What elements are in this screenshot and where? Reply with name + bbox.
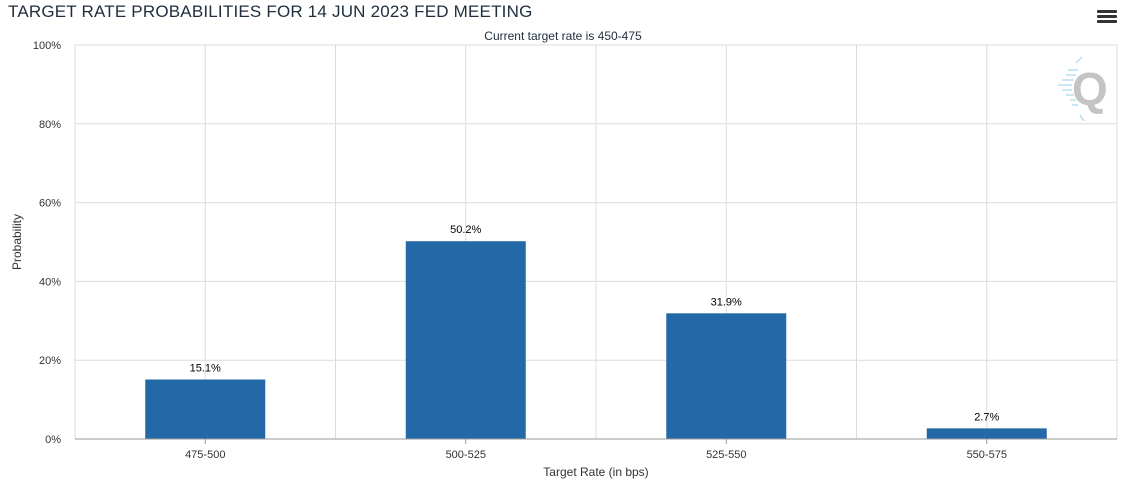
bar-550-575[interactable] bbox=[926, 428, 1047, 439]
y-tick-label: 60% bbox=[39, 198, 61, 210]
x-axis-ticks: 475-500 500-525 525-550 550-575 bbox=[185, 439, 1007, 461]
y-tick-label: 100% bbox=[33, 40, 61, 52]
y-axis-title: Probability bbox=[10, 214, 24, 270]
bar-value-label: 50.2% bbox=[450, 224, 481, 236]
x-tick-label: 550-575 bbox=[967, 449, 1007, 461]
x-tick-label: 525-550 bbox=[706, 449, 746, 461]
y-tick-label: 0% bbox=[45, 434, 61, 446]
bars-group bbox=[145, 241, 1047, 439]
y-tick-label: 80% bbox=[39, 119, 61, 131]
bar-475-500[interactable] bbox=[145, 379, 266, 439]
bar-labels-group: 15.1% 50.2% 31.9% 2.7% bbox=[190, 224, 1000, 423]
quikstrike-q-logo-icon: Q bbox=[1058, 56, 1108, 122]
x-tick-label: 500-525 bbox=[446, 449, 486, 461]
svg-text:Q: Q bbox=[1072, 63, 1108, 115]
bar-500-525[interactable] bbox=[405, 241, 526, 439]
bar-value-label: 15.1% bbox=[190, 363, 221, 375]
bar-value-label: 2.7% bbox=[974, 411, 999, 423]
y-axis-ticks: 0% 20% 40% 60% 80% 100% bbox=[33, 40, 61, 446]
x-tick-label: 475-500 bbox=[185, 449, 225, 461]
bar-525-550[interactable] bbox=[666, 313, 787, 439]
y-tick-label: 20% bbox=[39, 355, 61, 367]
chart-title: TARGET RATE PROBABILITIES FOR 14 JUN 202… bbox=[8, 2, 533, 21]
x-axis-title: Target Rate (in bps) bbox=[543, 465, 648, 479]
chart-subtitle: Current target rate is 450-475 bbox=[484, 29, 642, 43]
hamburger-menu-icon[interactable] bbox=[1097, 10, 1117, 26]
bar-value-label: 31.9% bbox=[711, 296, 742, 308]
vertical-gridlines bbox=[74, 45, 1118, 439]
y-tick-label: 40% bbox=[39, 276, 61, 288]
